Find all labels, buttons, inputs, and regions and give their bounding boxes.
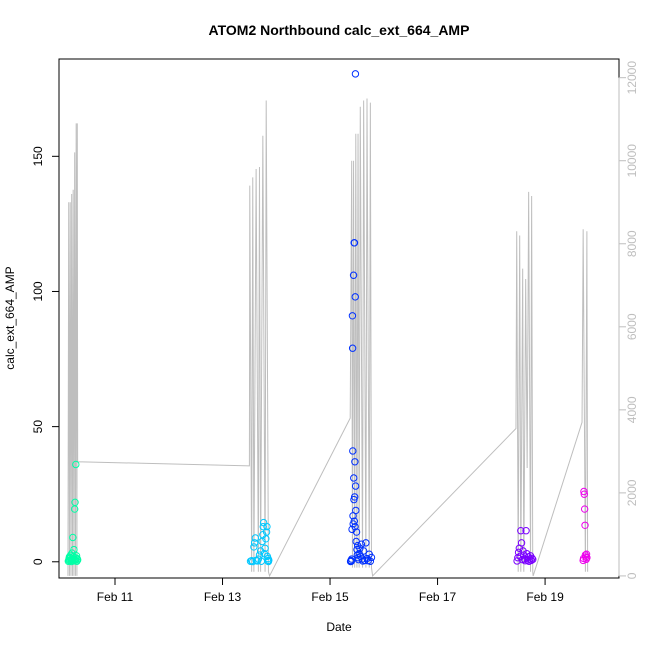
- y-tick-label: 0: [31, 558, 45, 565]
- data-point: [361, 556, 369, 565]
- y-axis-label: calc_ext_664_AMP: [3, 266, 17, 369]
- data-point: [72, 552, 81, 560]
- y2-tick-label: 4000: [625, 396, 639, 423]
- data-point: [359, 547, 368, 555]
- point-series-5: [579, 487, 591, 565]
- y2-tick-label: 10000: [625, 144, 639, 178]
- data-point: [348, 312, 357, 320]
- data-point: [351, 458, 359, 466]
- data-point: [580, 505, 589, 513]
- y-axis-right: 0 2000 4000 6000 8000 10000 12000: [618, 61, 639, 579]
- data-point: [366, 557, 375, 565]
- chart-title: ATOM2 Northbound calc_ext_664_AMP: [209, 22, 470, 38]
- data-point: [352, 506, 360, 515]
- data-point: [263, 522, 271, 531]
- data-point: [362, 539, 370, 547]
- line-series-layer: [67, 98, 589, 578]
- data-point: [250, 539, 259, 547]
- data-point: [367, 553, 376, 562]
- data-point: [351, 522, 359, 531]
- data-point: [72, 460, 80, 469]
- data-point: [351, 293, 359, 301]
- y2-tick-label: 6000: [625, 313, 639, 340]
- x-tick-label: Feb 17: [419, 590, 457, 604]
- data-point: [350, 474, 358, 482]
- data-point: [349, 271, 358, 279]
- data-point: [517, 539, 526, 547]
- x-tick-label: Feb 19: [526, 590, 564, 604]
- x-tick-label: Feb 13: [204, 590, 242, 604]
- data-point: [582, 550, 591, 558]
- data-point: [350, 239, 359, 247]
- point-series-4: [513, 527, 537, 565]
- y2-tick-label: 8000: [625, 230, 639, 257]
- data-point: [528, 554, 536, 562]
- data-point: [517, 527, 525, 535]
- data-point: [265, 556, 273, 564]
- point-series-2: [246, 518, 273, 566]
- data-point: [357, 540, 366, 548]
- data-point: [351, 70, 360, 78]
- line-series: [67, 98, 589, 578]
- data-point: [247, 557, 256, 565]
- data-point: [251, 534, 260, 542]
- data-point: [351, 482, 360, 490]
- data-point: [580, 490, 588, 498]
- y2-tick-label: 2000: [625, 479, 639, 506]
- y-tick-label: 100: [31, 281, 45, 301]
- data-point: [522, 527, 530, 535]
- data-point: [73, 556, 82, 564]
- data-point: [349, 447, 357, 455]
- x-axis: Feb 11 Feb 13 Feb 15 Feb 17 Feb 19: [97, 577, 564, 604]
- y2-tick-label: 0: [625, 572, 639, 579]
- data-point: [71, 498, 79, 507]
- y-tick-label: 150: [31, 146, 45, 166]
- data-point: [73, 557, 81, 565]
- data-point: [250, 543, 258, 551]
- data-point: [262, 528, 271, 536]
- data-point: [581, 521, 589, 529]
- point-series-layer: [64, 70, 591, 566]
- data-point: [70, 545, 78, 554]
- data-point: [69, 533, 77, 542]
- data-point: [529, 555, 537, 564]
- point-series-3: [346, 70, 376, 566]
- data-point: [352, 528, 361, 536]
- data-point: [580, 487, 588, 496]
- data-point: [350, 493, 359, 501]
- x-tick-label: Feb 15: [311, 590, 349, 604]
- x-tick-label: Feb 11: [97, 590, 134, 604]
- data-point: [346, 557, 355, 566]
- data-point: [583, 554, 591, 562]
- data-point: [259, 522, 267, 531]
- y2-tick-label: 12000: [625, 61, 639, 95]
- point-series-1: [64, 460, 82, 566]
- y-tick-label: 50: [31, 420, 45, 434]
- data-point: [348, 344, 357, 352]
- plot-frame: [58, 58, 620, 579]
- x-axis-label: Date: [326, 620, 352, 634]
- data-point: [350, 517, 359, 525]
- data-point: [261, 544, 269, 552]
- y-axis-left: 0 50 100 150: [31, 146, 60, 565]
